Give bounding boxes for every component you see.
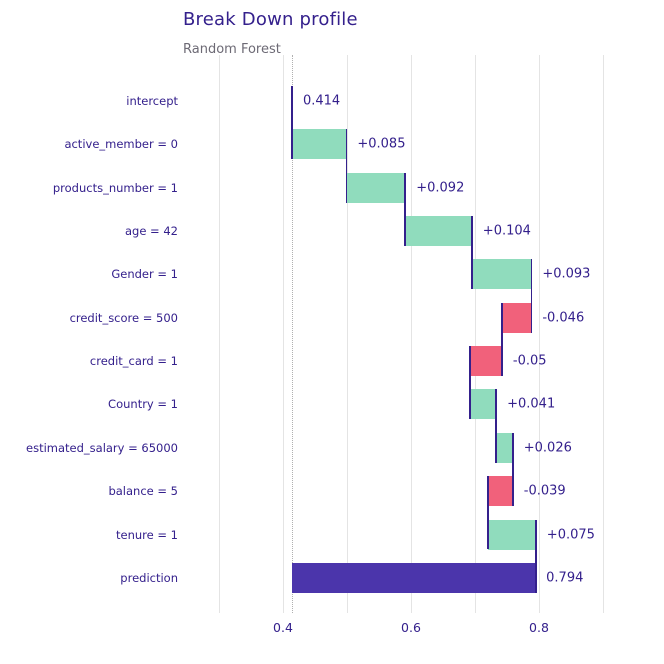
value-label: +0.092 bbox=[416, 180, 465, 196]
contribution-bar[interactable] bbox=[487, 519, 536, 550]
gridline bbox=[538, 55, 540, 613]
value-label: +0.026 bbox=[523, 440, 572, 456]
row-label: prediction bbox=[120, 570, 178, 585]
gridline bbox=[282, 55, 284, 613]
contribution-bar[interactable] bbox=[469, 346, 502, 377]
value-label: -0.05 bbox=[512, 353, 547, 369]
waterfall-connector-line bbox=[487, 476, 489, 550]
waterfall-connector-line bbox=[530, 259, 533, 333]
row-label: credit_card = 1 bbox=[89, 354, 178, 369]
waterfall-connector-line bbox=[495, 389, 497, 463]
waterfall-connector-line bbox=[535, 519, 537, 593]
x-tick-label: 0.6 bbox=[401, 620, 421, 635]
chart-subtitle: Random Forest bbox=[183, 42, 281, 57]
waterfall-connector-line bbox=[291, 86, 293, 160]
contribution-bar[interactable] bbox=[291, 129, 347, 160]
row-label: estimated_salary = 65000 bbox=[26, 440, 178, 455]
chart-title: Break Down profile bbox=[183, 9, 358, 30]
value-label: +0.075 bbox=[546, 527, 595, 542]
value-label: +0.041 bbox=[507, 396, 556, 412]
row-label: Country = 1 bbox=[108, 397, 178, 412]
waterfall-connector-line bbox=[512, 432, 514, 507]
row-label: products_number = 1 bbox=[52, 180, 178, 195]
waterfall-connector-line bbox=[345, 129, 348, 203]
waterfall-connector-line bbox=[501, 302, 503, 377]
waterfall-connector-line bbox=[471, 216, 473, 290]
value-label: +0.093 bbox=[542, 266, 591, 282]
contribution-bar[interactable] bbox=[346, 172, 406, 203]
gridline bbox=[346, 55, 348, 613]
row-label: active_member = 0 bbox=[64, 137, 178, 152]
row-label: intercept bbox=[126, 94, 178, 108]
row-label: Gender = 1 bbox=[111, 267, 178, 282]
contribution-bar[interactable] bbox=[471, 259, 532, 290]
row-label: tenure = 1 bbox=[116, 527, 178, 542]
x-tick-label: 0.4 bbox=[273, 620, 293, 635]
row-label: age = 42 bbox=[124, 224, 178, 239]
waterfall-connector-line bbox=[404, 172, 406, 247]
contribution-bar[interactable] bbox=[487, 476, 513, 507]
row-label: balance = 5 bbox=[108, 484, 178, 499]
contribution-bar[interactable] bbox=[496, 432, 513, 463]
gridline bbox=[218, 55, 220, 613]
x-tick-label: 0.8 bbox=[529, 620, 549, 635]
prediction-bar[interactable] bbox=[291, 562, 536, 593]
contribution-bar[interactable] bbox=[405, 216, 472, 247]
value-label: -0.039 bbox=[523, 483, 566, 499]
row-label: credit_score = 500 bbox=[69, 310, 178, 325]
value-label: +0.085 bbox=[357, 136, 406, 152]
contribution-bar[interactable] bbox=[501, 302, 532, 333]
value-label: +0.104 bbox=[482, 223, 531, 239]
gridline bbox=[410, 55, 412, 613]
waterfall-connector-line bbox=[469, 346, 471, 420]
gridline bbox=[602, 55, 604, 613]
value-label: 0.794 bbox=[546, 570, 584, 586]
gridline bbox=[474, 55, 476, 613]
baseline-dotted-line bbox=[291, 55, 293, 613]
value-label: -0.046 bbox=[542, 310, 585, 326]
value-label: 0.414 bbox=[302, 93, 341, 109]
contribution-bar[interactable] bbox=[469, 389, 497, 420]
